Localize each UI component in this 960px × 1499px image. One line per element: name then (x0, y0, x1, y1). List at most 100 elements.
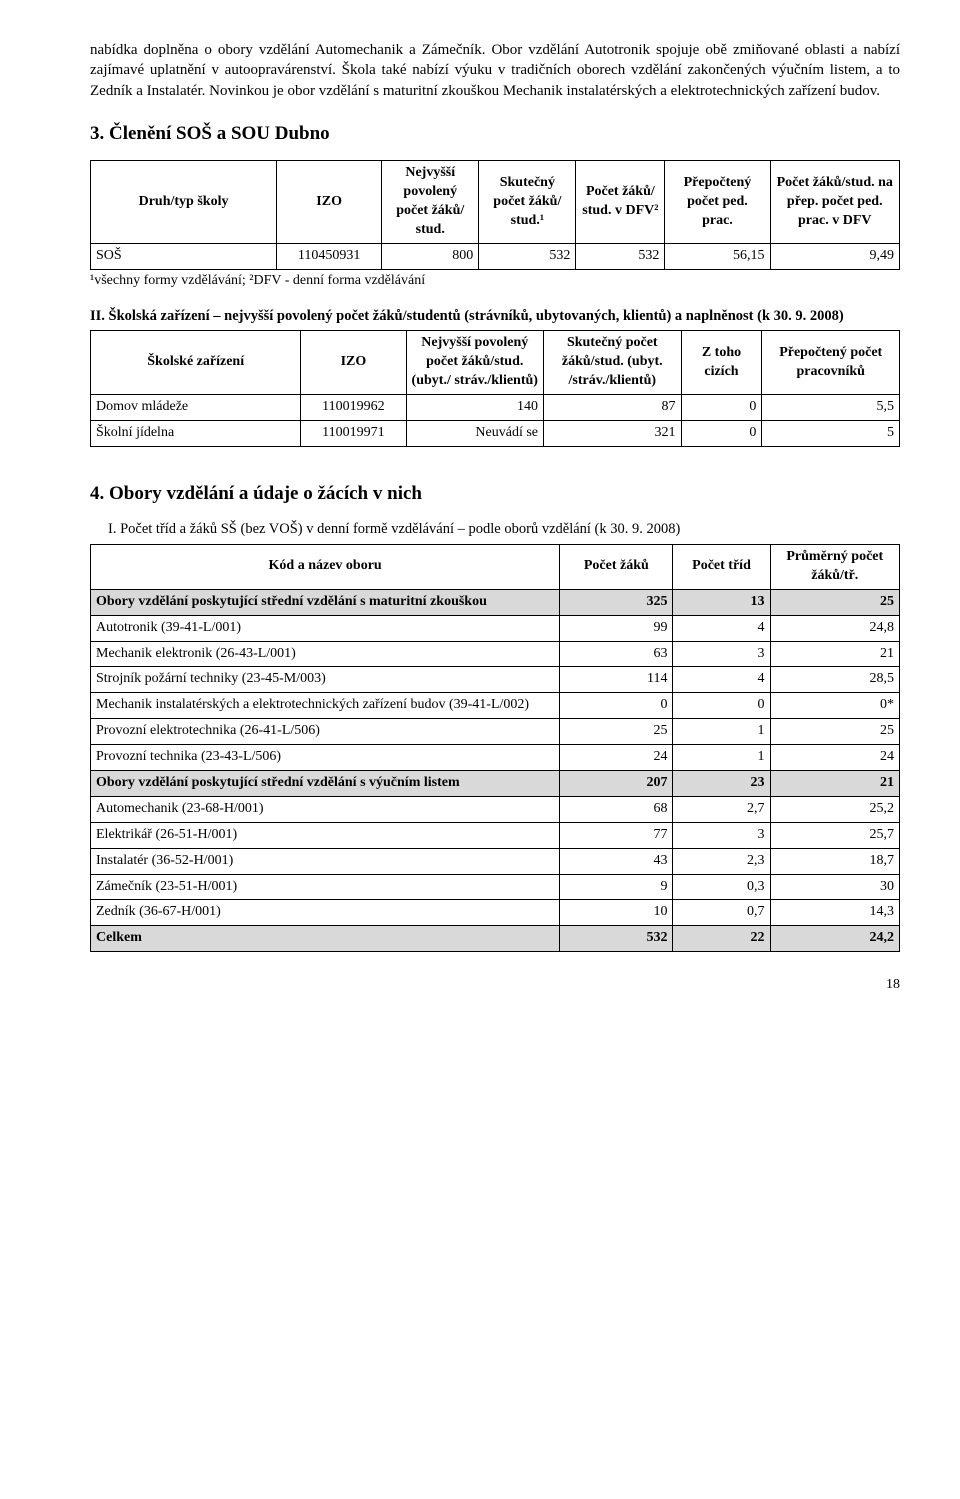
cell: 0* (770, 693, 899, 719)
cell: Obory vzdělání poskytující střední vzděl… (91, 770, 560, 796)
col-header: Skutečný počet žáků/stud. (ubyt. /stráv.… (544, 331, 682, 395)
cell: 10 (560, 900, 673, 926)
table-row: Celkem5322224,2 (91, 926, 900, 952)
table-3: Kód a název oboru Počet žáků Počet tříd … (90, 544, 900, 952)
page-number: 18 (90, 976, 900, 995)
cell: 24 (560, 745, 673, 771)
cell: 43 (560, 848, 673, 874)
cell: 24 (770, 745, 899, 771)
table-row: Autotronik (39-41-L/001)99424,8 (91, 615, 900, 641)
cell: 21 (770, 641, 899, 667)
col-header: Nejvyšší povolený počet žáků/ stud. (382, 161, 479, 244)
cell: 2,7 (673, 796, 770, 822)
cell: SOŠ (91, 243, 277, 269)
table-row: Mechanik instalatérských a elektrotechni… (91, 693, 900, 719)
subsection-ii-heading: II. Školská zařízení – nejvyšší povolený… (90, 307, 900, 327)
table-row: Elektrikář (26-51-H/001)77325,7 (91, 822, 900, 848)
cell: 25,2 (770, 796, 899, 822)
table-row: Obory vzdělání poskytující střední vzděl… (91, 589, 900, 615)
table-row: Školské zařízení IZO Nejvyšší povolený p… (91, 331, 900, 395)
cell: 532 (560, 926, 673, 952)
cell: 99 (560, 615, 673, 641)
col-header: IZO (277, 161, 382, 244)
cell: Domov mládeže (91, 394, 301, 420)
cell: Školní jídelna (91, 420, 301, 446)
intro-paragraph: nabídka doplněna o obory vzdělání Autome… (90, 40, 900, 101)
col-header: Počet žáků (560, 544, 673, 589)
cell: Instalatér (36-52-H/001) (91, 848, 560, 874)
cell: 23 (673, 770, 770, 796)
cell: 3 (673, 641, 770, 667)
cell: 321 (544, 420, 682, 446)
col-header: Školské zařízení (91, 331, 301, 395)
cell: 24,2 (770, 926, 899, 952)
cell: 25,7 (770, 822, 899, 848)
cell: Mechanik elektronik (26-43-L/001) (91, 641, 560, 667)
col-header: Z toho cizích (681, 331, 762, 395)
col-header: Počet žáků/stud. na přep. počet ped. pra… (770, 161, 899, 244)
cell: 63 (560, 641, 673, 667)
cell: 110450931 (277, 243, 382, 269)
cell: Mechanik instalatérských a elektrotechni… (91, 693, 560, 719)
cell: 9,49 (770, 243, 899, 269)
col-header: IZO (301, 331, 406, 395)
cell: 0 (681, 420, 762, 446)
cell: Neuvádí se (406, 420, 544, 446)
table-row: Kód a název oboru Počet žáků Počet tříd … (91, 544, 900, 589)
table-row: Druh/typ školy IZO Nejvyšší povolený poč… (91, 161, 900, 244)
table-1-footnote: ¹všechny formy vzdělávání; ²DFV - denní … (90, 272, 900, 291)
cell: 207 (560, 770, 673, 796)
cell: Zámečník (23-51-H/001) (91, 874, 560, 900)
table-row: SOŠ 110450931 800 532 532 56,15 9,49 (91, 243, 900, 269)
col-header: Nejvyšší povolený počet žáků/stud. (ubyt… (406, 331, 544, 395)
cell: 25 (770, 589, 899, 615)
section-4-heading: 4. Obory vzdělání a údaje o žácích v nic… (90, 481, 900, 507)
col-header: Kód a název oboru (91, 544, 560, 589)
col-header: Skutečný počet žáků/ stud.¹ (479, 161, 576, 244)
cell: 9 (560, 874, 673, 900)
table-row: Zámečník (23-51-H/001)90,330 (91, 874, 900, 900)
cell: 0 (681, 394, 762, 420)
cell: 3 (673, 822, 770, 848)
table-row: Automechanik (23-68-H/001)682,725,2 (91, 796, 900, 822)
cell: 114 (560, 667, 673, 693)
cell: 532 (479, 243, 576, 269)
table-row: Mechanik elektronik (26-43-L/001)63321 (91, 641, 900, 667)
cell: 800 (382, 243, 479, 269)
cell: 21 (770, 770, 899, 796)
cell: 532 (576, 243, 665, 269)
table-2: Školské zařízení IZO Nejvyšší povolený p… (90, 330, 900, 446)
table-row: Strojník požární techniky (23-45-M/003)1… (91, 667, 900, 693)
cell: Provozní elektrotechnika (26-41-L/506) (91, 719, 560, 745)
cell: 28,5 (770, 667, 899, 693)
cell: 0 (560, 693, 673, 719)
cell: Celkem (91, 926, 560, 952)
table-row: Provozní technika (23-43-L/506)24124 (91, 745, 900, 771)
col-header: Přepočtený počet pracovníků (762, 331, 900, 395)
cell: 110019971 (301, 420, 406, 446)
col-header: Přepočtený počet ped. prac. (665, 161, 770, 244)
cell: 22 (673, 926, 770, 952)
cell: 325 (560, 589, 673, 615)
col-header: Počet žáků/ stud. v DFV² (576, 161, 665, 244)
cell: 13 (673, 589, 770, 615)
cell: 24,8 (770, 615, 899, 641)
cell: 14,3 (770, 900, 899, 926)
cell: 68 (560, 796, 673, 822)
section-3-heading: 3. Členění SOŠ a SOU Dubno (90, 121, 900, 147)
cell: Elektrikář (26-51-H/001) (91, 822, 560, 848)
table-row: Provozní elektrotechnika (26-41-L/506)25… (91, 719, 900, 745)
cell: Autotronik (39-41-L/001) (91, 615, 560, 641)
col-header: Průměrný počet žáků/tř. (770, 544, 899, 589)
table-row: Školní jídelna 110019971 Neuvádí se 321 … (91, 420, 900, 446)
table-row: Obory vzdělání poskytující střední vzděl… (91, 770, 900, 796)
cell: 0,7 (673, 900, 770, 926)
cell: 1 (673, 719, 770, 745)
cell: Provozní technika (23-43-L/506) (91, 745, 560, 771)
cell: Strojník požární techniky (23-45-M/003) (91, 667, 560, 693)
cell: 56,15 (665, 243, 770, 269)
cell: Obory vzdělání poskytující střední vzděl… (91, 589, 560, 615)
cell: 30 (770, 874, 899, 900)
cell: 18,7 (770, 848, 899, 874)
table-row: Instalatér (36-52-H/001)432,318,7 (91, 848, 900, 874)
